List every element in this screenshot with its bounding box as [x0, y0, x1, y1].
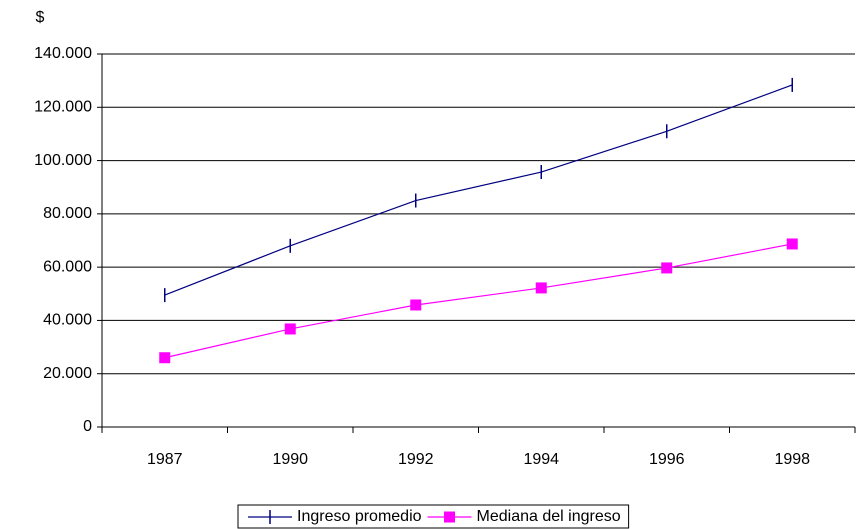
legend-label: Mediana del ingreso — [477, 508, 621, 525]
y-axis-label: $ — [36, 9, 45, 26]
y-tick-label: 60.000 — [43, 258, 92, 275]
data-point — [535, 282, 547, 294]
x-tick-label: 1987 — [147, 451, 183, 468]
series-line — [164, 84, 793, 296]
y-tick-label: 20.000 — [43, 365, 92, 382]
x-tick-label: 1998 — [774, 451, 810, 468]
x-tick-label: 1990 — [272, 451, 308, 468]
y-tick-label: 120.000 — [34, 99, 92, 116]
y-tick-label: 0 — [83, 418, 92, 435]
y-tick-label: 40.000 — [43, 312, 92, 329]
data-point — [661, 262, 673, 274]
legend-label: Ingreso promedio — [297, 508, 422, 525]
x-tick-label: 1994 — [523, 451, 559, 468]
y-tick-label: 140.000 — [34, 45, 92, 62]
data-point — [159, 352, 171, 364]
legend-marker — [444, 511, 456, 523]
x-tick-label: 1992 — [398, 451, 434, 468]
y-tick-label: 100.000 — [34, 152, 92, 169]
data-point — [786, 238, 798, 250]
data-point — [410, 299, 422, 311]
x-tick-label: 1996 — [649, 451, 685, 468]
data-point — [284, 323, 296, 335]
series-line — [164, 243, 793, 359]
y-tick-label: 80.000 — [43, 205, 92, 222]
